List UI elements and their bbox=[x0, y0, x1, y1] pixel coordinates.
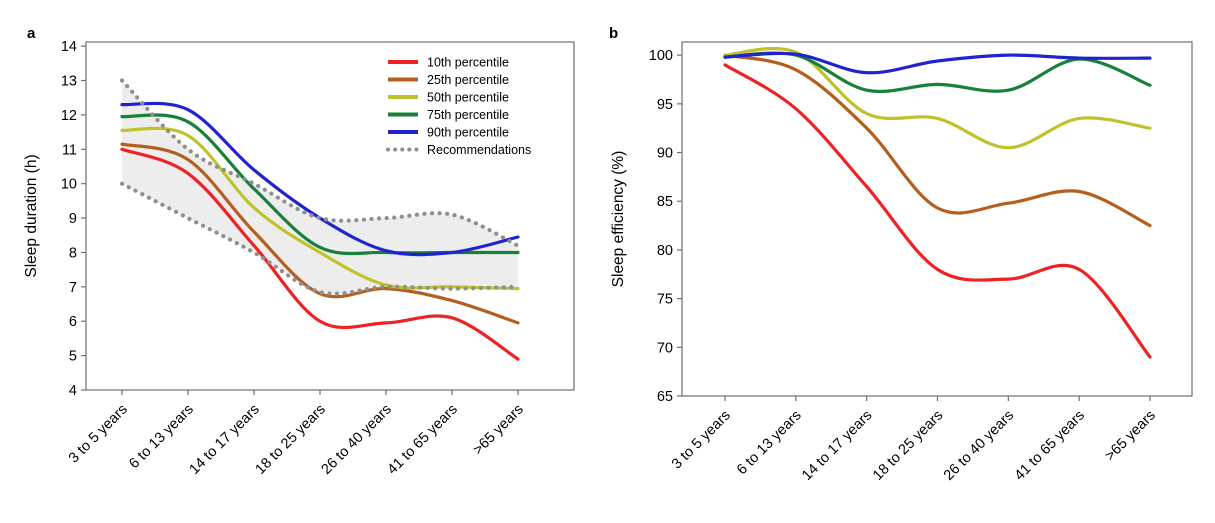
y-tick-label: 4 bbox=[69, 383, 77, 399]
panel-a-label: a bbox=[27, 25, 36, 42]
y-tick-label: 65 bbox=[657, 389, 673, 405]
recommendations-upper-dotted-line bbox=[119, 78, 521, 248]
x-tick-label: >65 years bbox=[1102, 408, 1159, 465]
x-tick-label: 18 to 25 years bbox=[870, 408, 946, 484]
x-tick-label: 6 to 13 years bbox=[734, 408, 805, 479]
x-tick-label: 26 to 40 years bbox=[941, 408, 1017, 484]
recommendations-lower-dotted-line bbox=[119, 181, 521, 296]
series-10th-percentile bbox=[723, 63, 1152, 359]
plot-area bbox=[119, 78, 521, 361]
y-tick-label: 6 bbox=[69, 314, 77, 330]
y-tick-label: 70 bbox=[657, 340, 673, 356]
y-tick-label: 85 bbox=[657, 194, 673, 210]
y-tick-label: 90 bbox=[657, 146, 673, 162]
y-tick-label: 100 bbox=[649, 48, 673, 64]
y-tick-label: 9 bbox=[69, 211, 77, 227]
plot-frame bbox=[85, 41, 575, 391]
y-tick-label: 95 bbox=[657, 97, 673, 113]
panel-b-label: b bbox=[609, 25, 619, 42]
plot-area bbox=[723, 46, 1152, 359]
y-tick-label: 5 bbox=[69, 349, 77, 365]
y-axis-label: Sleep duration (h) bbox=[23, 154, 40, 277]
y-tick-label: 11 bbox=[62, 142, 77, 158]
x-tick-label: 41 to 65 years bbox=[1012, 408, 1088, 484]
series-25th-percentile bbox=[120, 142, 520, 325]
y-tick-label: 8 bbox=[69, 245, 77, 261]
y-axis-label: Sleep efficiency (%) bbox=[610, 151, 627, 288]
legend-label: 10th percentile bbox=[427, 56, 509, 70]
y-tick-label: 14 bbox=[61, 39, 77, 55]
recommendations-band bbox=[122, 80, 518, 294]
y-tick-label: 12 bbox=[61, 108, 77, 124]
series-50th-percentile bbox=[723, 46, 1152, 150]
series-50th-percentile bbox=[120, 126, 520, 291]
series-90th-percentile bbox=[723, 51, 1152, 75]
plot-frame bbox=[681, 41, 1193, 397]
legend: 10th percentile 25th percentile 50th perce… bbox=[386, 56, 531, 157]
x-tick-label: >65 years bbox=[470, 402, 527, 459]
x-tick-label: 3 to 5 years bbox=[669, 408, 734, 473]
y-tick-label: 10 bbox=[61, 177, 77, 193]
series-25th-percentile bbox=[723, 53, 1152, 228]
x-tick-label: 3 to 5 years bbox=[66, 402, 131, 467]
legend-label: 50th percentile bbox=[427, 91, 509, 105]
series-10th-percentile bbox=[120, 147, 520, 361]
legend-label: Recommendations bbox=[427, 143, 531, 157]
x-tick-label: 41 to 65 years bbox=[385, 402, 461, 478]
y-tick-label: 80 bbox=[657, 243, 673, 259]
legend-label: 25th percentile bbox=[427, 73, 509, 87]
y-tick-label: 75 bbox=[657, 292, 673, 308]
legend-label: 75th percentile bbox=[427, 108, 509, 122]
panel-b-chart: 65 70 75 80 85 90 95 100 3 to 5 years 6 to 13 yea… bbox=[610, 41, 1193, 484]
y-tick-label: 7 bbox=[69, 280, 77, 296]
x-tick-label: 14 to 17 years bbox=[799, 408, 875, 484]
x-tick-label: 6 to 13 years bbox=[126, 402, 197, 473]
legend-label: 90th percentile bbox=[427, 126, 509, 140]
y-tick-label: 13 bbox=[61, 74, 77, 90]
